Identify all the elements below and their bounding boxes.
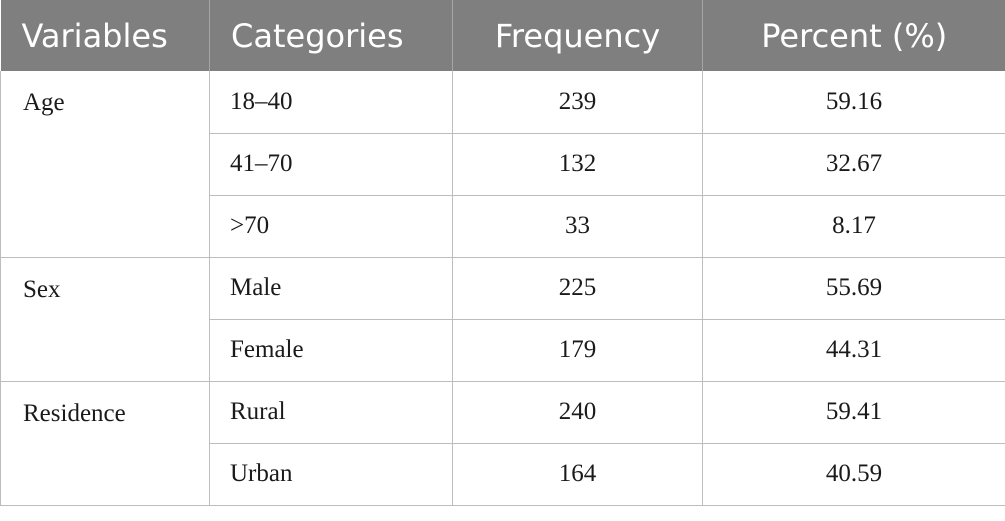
percent-cell: 8.17 bbox=[702, 195, 1005, 258]
frequency-cell: 33 bbox=[452, 195, 703, 258]
percent-cell: 32.67 bbox=[702, 133, 1005, 196]
category-cell: Male bbox=[209, 257, 453, 320]
category-cell: >70 bbox=[209, 195, 453, 258]
category-cell: Urban bbox=[209, 443, 453, 506]
table-row: Female 179 44.31 bbox=[1, 319, 1005, 382]
variable-cell-age: Age bbox=[0, 71, 210, 258]
header-row: Variables Categories Frequency Percent (… bbox=[0, 0, 1005, 71]
table-row: Sex Male 225 55.69 bbox=[0, 257, 1005, 382]
percent-cell: 40.59 bbox=[702, 443, 1005, 506]
header-variables: Variables bbox=[21, 16, 168, 55]
frequency-cell: 240 bbox=[452, 381, 703, 444]
category-cell: Female bbox=[209, 319, 453, 382]
table-header: Variables Categories Frequency Percent (… bbox=[0, 0, 1005, 71]
percent-cell: 59.16 bbox=[702, 71, 1005, 134]
table-row: Age 18–40 239 59.16 bbox=[0, 71, 1005, 258]
demographics-table: Variables Categories Frequency Percent (… bbox=[0, 0, 1005, 506]
table-row: Urban 164 40.59 bbox=[1, 443, 1005, 506]
frequency-cell: 179 bbox=[452, 319, 703, 382]
table-row: Residence Rural 240 59.41 bbox=[0, 381, 1005, 506]
category-cell: 18–40 bbox=[209, 71, 453, 134]
frequency-cell: 239 bbox=[452, 71, 703, 134]
table-row: >70 33 8.17 bbox=[1, 195, 1005, 258]
percent-cell: 55.69 bbox=[702, 257, 1005, 320]
percent-cell: 44.31 bbox=[702, 319, 1005, 382]
category-cell: Rural bbox=[209, 381, 453, 444]
header-categories: Categories bbox=[209, 0, 453, 71]
variable-cell-residence: Residence bbox=[0, 381, 210, 506]
frequency-cell: 132 bbox=[452, 133, 703, 196]
frequency-cell: 164 bbox=[452, 443, 703, 506]
category-cell: 41–70 bbox=[209, 133, 453, 196]
variable-cell-sex: Sex bbox=[0, 257, 210, 382]
table-row: 41–70 132 32.67 bbox=[1, 133, 1005, 196]
percent-cell: 59.41 bbox=[702, 381, 1005, 444]
frequency-cell: 225 bbox=[452, 257, 703, 320]
header-frequency: Frequency bbox=[452, 0, 703, 71]
header-percent: Percent (%) bbox=[702, 0, 1005, 71]
table-body: Age 18–40 239 59.16 41–70 132 32.67 >70 … bbox=[0, 71, 1005, 506]
